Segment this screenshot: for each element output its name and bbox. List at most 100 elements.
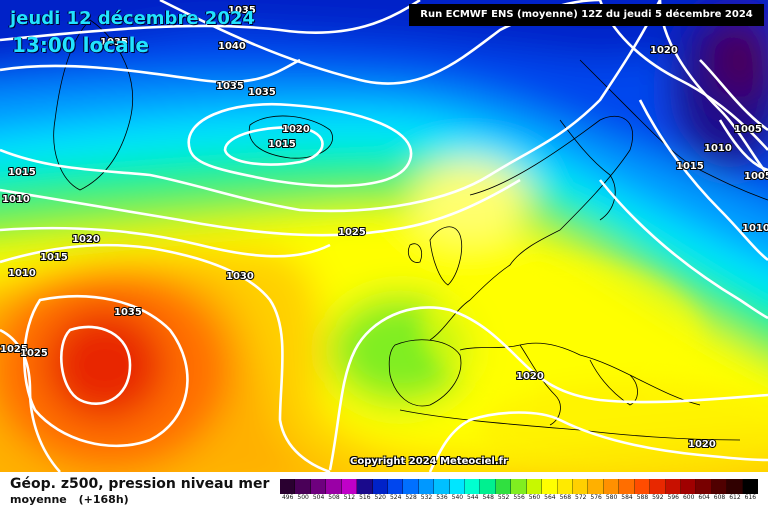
legend-swatch bbox=[418, 479, 435, 494]
legend-value: 508 bbox=[328, 494, 340, 501]
legend-swatch bbox=[665, 479, 681, 494]
legend-swatch bbox=[603, 479, 620, 494]
isobar-label: 1005 bbox=[744, 171, 768, 182]
legend-value: 580 bbox=[605, 494, 618, 501]
legend-value: 500 bbox=[297, 494, 309, 501]
legend-swatch bbox=[495, 479, 512, 494]
legend-value: 548 bbox=[482, 494, 494, 501]
forecast-date: jeudi 12 décembre 2024 bbox=[10, 8, 255, 29]
isobar-label: 1035 bbox=[228, 5, 256, 16]
blend-layer bbox=[420, 260, 768, 472]
legend-value: 556 bbox=[513, 494, 525, 501]
legend-value: 612 bbox=[729, 494, 741, 501]
legend-value: 516 bbox=[359, 494, 371, 501]
forecast-map: 1035 1035 1040 1035 1035 1020 1015 1015 1010 1020… bbox=[0, 0, 768, 472]
legend-value: 528 bbox=[405, 494, 417, 501]
isobar-label: 1015 bbox=[8, 167, 36, 178]
legend-value: 512 bbox=[343, 494, 356, 501]
legend-value: 568 bbox=[559, 494, 572, 501]
legend-value: 564 bbox=[544, 494, 556, 501]
legend-value: 560 bbox=[528, 494, 541, 501]
legend-value: 616 bbox=[744, 494, 757, 501]
color-legend: 496 500 504 508 512 516 520 524 528 532 536 540 544 5… bbox=[280, 479, 759, 509]
legend-value: 520 bbox=[374, 494, 386, 501]
legend-swatch bbox=[280, 479, 296, 494]
legend-swatch bbox=[434, 479, 450, 494]
legend-value: 584 bbox=[621, 494, 633, 501]
legend-swatch bbox=[357, 479, 373, 494]
legend-swatch bbox=[696, 479, 712, 494]
legend-value: 592 bbox=[652, 494, 664, 501]
isobar-label: 1010 bbox=[704, 143, 732, 154]
legend-swatch bbox=[588, 479, 604, 494]
isobar-label: 1035 bbox=[248, 87, 276, 98]
legend-swatch bbox=[557, 479, 574, 494]
isobar-label: 1035 bbox=[100, 37, 128, 48]
isobar-label: 1020 bbox=[72, 234, 100, 245]
legend-swatch bbox=[711, 479, 728, 494]
isobar-label: 1030 bbox=[226, 271, 254, 282]
legend-value: 552 bbox=[497, 494, 510, 501]
legend-value: 536 bbox=[436, 494, 448, 501]
legend-labels: 496 500 504 508 512 516 520 524 528 532 536 540 544 5… bbox=[280, 494, 758, 506]
isobar-label: 1020 bbox=[688, 439, 716, 450]
legend-value: 540 bbox=[451, 494, 464, 501]
legend-swatch bbox=[465, 479, 481, 494]
isobar-label: 1010 bbox=[742, 223, 768, 234]
forecast-time: 13:00 locale bbox=[12, 33, 149, 57]
isobar-label: 1010 bbox=[2, 194, 30, 205]
isobar-label: 1040 bbox=[218, 41, 246, 52]
legend-swatch bbox=[542, 479, 558, 494]
legend-swatch bbox=[526, 479, 543, 494]
legend-value: 544 bbox=[467, 494, 479, 501]
legend-value: 576 bbox=[590, 494, 602, 501]
legend-swatch bbox=[619, 479, 635, 494]
coastlines bbox=[53, 19, 768, 441]
legend-swatch bbox=[326, 479, 342, 494]
legend-value: 604 bbox=[698, 494, 710, 501]
map-subtitle: moyenne (+168h) bbox=[10, 493, 129, 506]
isobar-label: 1025 bbox=[338, 227, 366, 238]
legend-value: 588 bbox=[636, 494, 649, 501]
isobar-label: 1010 bbox=[8, 268, 36, 279]
legend-value: 496 bbox=[281, 494, 294, 501]
legend-swatch bbox=[449, 479, 466, 494]
map-subtitle-kind: moyenne bbox=[10, 493, 67, 506]
legend-value: 524 bbox=[389, 494, 402, 501]
legend-swatch bbox=[403, 479, 419, 494]
legend-swatch bbox=[387, 479, 404, 494]
legend-swatch bbox=[727, 479, 743, 494]
legend-swatch bbox=[295, 479, 311, 494]
legend-color-bar bbox=[280, 479, 759, 494]
legend-swatch bbox=[480, 479, 496, 494]
legend-value: 596 bbox=[667, 494, 679, 501]
legend-value: 532 bbox=[420, 494, 433, 501]
run-info-box: Run ECMWF ENS (moyenne) 12Z du jeudi 5 d… bbox=[409, 4, 764, 26]
legend-value: 608 bbox=[713, 494, 726, 501]
isobar-label: 1035 bbox=[114, 307, 142, 318]
legend-swatch bbox=[511, 479, 527, 494]
legend-swatch bbox=[341, 479, 358, 494]
isobar-label: 1035 bbox=[216, 81, 244, 92]
isobar-label: 1015 bbox=[268, 139, 296, 150]
isobar-label: 1020 bbox=[516, 371, 544, 382]
legend-swatch bbox=[372, 479, 388, 494]
isobar-label: 1005 bbox=[734, 124, 762, 135]
isobar-label: 1020 bbox=[282, 124, 310, 135]
isobar-label: 1025 bbox=[0, 344, 28, 355]
legend-value: 504 bbox=[312, 494, 325, 501]
map-lead-time: (+168h) bbox=[78, 493, 129, 506]
legend-swatch bbox=[742, 479, 759, 494]
legend-swatch bbox=[634, 479, 651, 494]
legend-value: 600 bbox=[682, 494, 695, 501]
isobar-label: 1015 bbox=[40, 252, 68, 263]
isobars bbox=[0, 0, 768, 472]
copyright-notice: Copyright 2024 Meteociel.fr bbox=[350, 456, 508, 467]
legend-value: 572 bbox=[575, 494, 587, 501]
legend-swatch bbox=[310, 479, 327, 494]
map-title: Géop. z500, pression niveau mer bbox=[10, 476, 270, 492]
isobar-label: 1015 bbox=[676, 161, 704, 172]
legend-swatch bbox=[680, 479, 697, 494]
